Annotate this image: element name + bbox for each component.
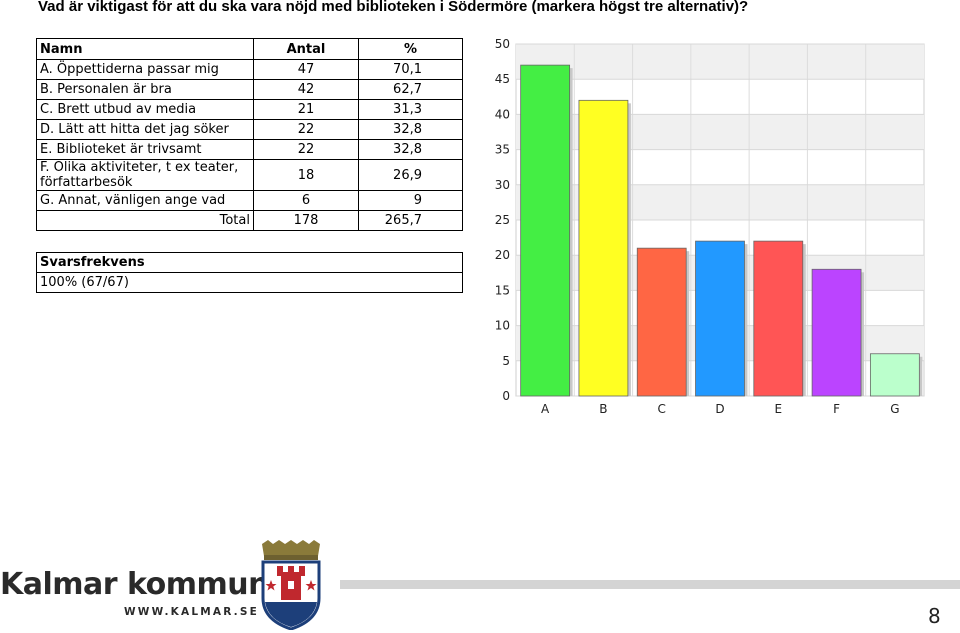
question-title: Vad är viktigast för att du ska vara nöj… <box>38 0 749 15</box>
table-row: C. Brett utbud av media 21 31,3 <box>36 99 463 120</box>
total-percent: 265,7 <box>358 210 463 231</box>
row-percent: 62,7 <box>358 79 463 100</box>
x-tick-label: A <box>541 402 550 416</box>
results-table: Namn Antal % A. Öppettiderna passar mig 4… <box>36 38 463 231</box>
brand-url: WWW.KALMAR.SE <box>124 606 260 618</box>
grid-band <box>516 184 924 220</box>
table-row: D. Lätt att hitta det jag söker 22 32,8 <box>36 119 463 140</box>
row-count: 47 <box>253 59 359 80</box>
y-tick-label: 40 <box>495 107 510 121</box>
y-tick-label: 0 <box>502 389 510 403</box>
table-row: B. Personalen är bra 42 62,7 <box>36 79 463 100</box>
y-tick-label: 35 <box>495 143 510 157</box>
y-tick-label: 15 <box>495 283 510 297</box>
bar <box>811 268 862 397</box>
row-count: 18 <box>253 159 359 191</box>
row-label: D. Lätt att hitta det jag söker <box>36 119 254 140</box>
bar <box>636 247 687 397</box>
x-tick-label: B <box>599 402 607 416</box>
row-count: 22 <box>253 119 359 140</box>
row-count: 21 <box>253 99 359 120</box>
row-percent: 32,8 <box>358 139 463 160</box>
row-label: F. Olika aktiviteter, t ex teater, förfa… <box>36 159 254 191</box>
y-tick-label: 25 <box>495 213 510 227</box>
table-header-row: Namn Antal % <box>36 38 463 60</box>
row-label: E. Biblioteket är trivsamt <box>36 139 254 160</box>
row-label: A. Öppettiderna passar mig <box>36 59 254 80</box>
bar-chart: 0 5 10 15 20 25 30 35 40 45 50 A B C D E F G <box>495 37 925 416</box>
bar <box>578 99 629 397</box>
table-row: E. Biblioteket är trivsamt 22 32,8 <box>36 139 463 160</box>
y-tick-label: 45 <box>495 72 510 86</box>
header-name: Namn <box>36 38 254 60</box>
header-count: Antal <box>253 38 359 60</box>
bar <box>869 353 920 397</box>
response-rate-table: Svarsfrekvens 100% (67/67) <box>36 252 463 293</box>
row-label: B. Personalen är bra <box>36 79 254 100</box>
row-count: 42 <box>253 79 359 100</box>
x-tick-label: D <box>715 402 724 416</box>
row-label: C. Brett utbud av media <box>36 99 254 120</box>
x-tick-label: C <box>658 402 666 416</box>
response-rate-header: Svarsfrekvens <box>36 252 463 273</box>
grid-band <box>516 114 924 150</box>
y-tick-label: 30 <box>495 178 510 192</box>
table-total-row: Total 178 265,7 <box>36 210 463 231</box>
table-row: F. Olika aktiviteter, t ex teater, förfa… <box>36 159 463 191</box>
row-percent: 32,8 <box>358 119 463 140</box>
row-count: 6 <box>253 190 359 211</box>
table-row: G. Annat, vänligen ange vad 6 9 <box>36 190 463 211</box>
row-percent: 70,1 <box>358 59 463 80</box>
brand-name: Kalmar kommun <box>0 567 270 602</box>
bar <box>753 240 804 397</box>
row-percent: 31,3 <box>358 99 463 120</box>
x-tick-label: E <box>774 402 782 416</box>
total-count: 178 <box>253 210 359 231</box>
table-row: A. Öppettiderna passar mig 47 70,1 <box>36 59 463 80</box>
coat-of-arms-logo <box>261 540 321 630</box>
header-percent: % <box>358 38 463 60</box>
bar <box>695 240 745 397</box>
y-tick-label: 5 <box>502 354 510 368</box>
row-percent: 9 <box>358 190 463 211</box>
row-count: 22 <box>253 139 359 160</box>
x-tick-label: G <box>890 402 899 416</box>
grid-band <box>516 44 924 80</box>
page-number: 8 <box>928 604 941 628</box>
x-tick-label: F <box>833 402 840 416</box>
y-tick-label: 20 <box>495 248 510 262</box>
response-rate-value: 100% (67/67) <box>36 272 463 293</box>
total-label: Total <box>36 210 254 231</box>
footer-divider <box>340 580 960 589</box>
row-label: G. Annat, vänligen ange vad <box>36 190 254 211</box>
bar <box>520 64 571 397</box>
y-tick-label: 10 <box>495 319 510 333</box>
y-tick-label: 50 <box>495 37 510 51</box>
row-percent: 26,9 <box>358 159 463 191</box>
